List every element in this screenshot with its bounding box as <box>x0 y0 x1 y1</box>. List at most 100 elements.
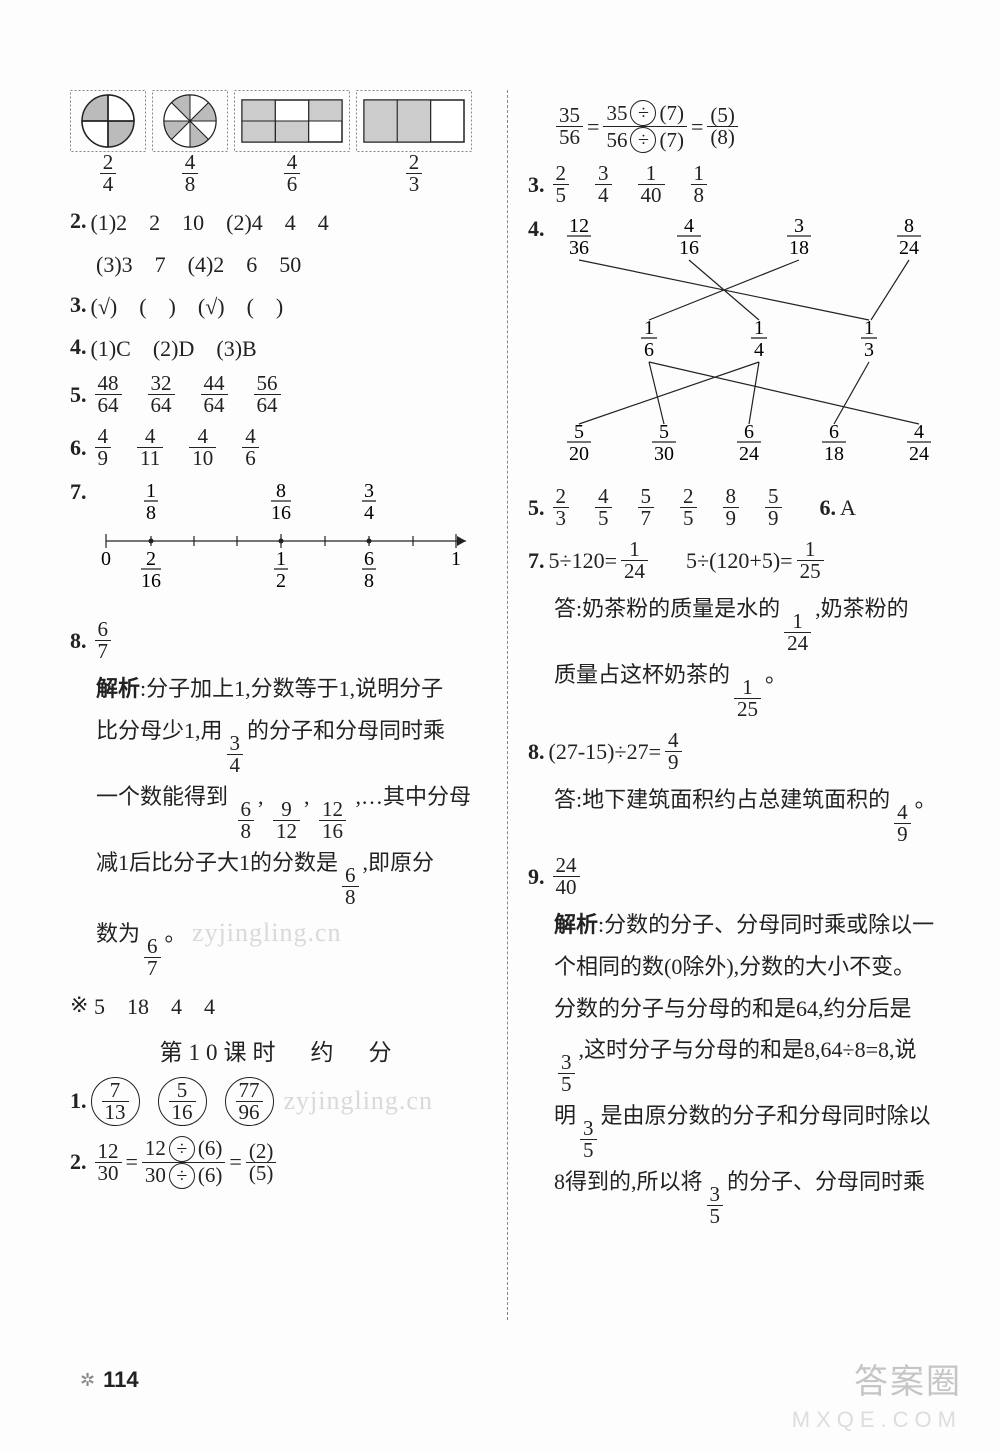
page: 24 48 <box>70 90 955 1320</box>
a-l3f0: 68 <box>238 799 255 842</box>
svg-text:1: 1 <box>864 317 874 339</box>
r2bt-op: ÷ <box>630 100 656 126</box>
shape-label-0: 24 <box>100 152 117 195</box>
r5-f4: 89 <box>723 486 740 529</box>
svg-text:6: 6 <box>364 548 374 570</box>
svg-text:8: 8 <box>146 502 156 524</box>
svg-text:1: 1 <box>451 548 461 570</box>
r9p6f: 35 <box>707 1184 724 1227</box>
l1-o0: 713 <box>91 1077 140 1126</box>
a-l1: 分子加上1,分数等于1,说明分子 <box>146 676 443 701</box>
r9p1: 分数的分子、分母同时乘或除以一 <box>604 912 934 937</box>
r8-ans: 答:地下建筑面积约占总建筑面积的49。 <box>528 779 955 845</box>
r2bb-b: (7) <box>659 130 684 151</box>
lesson-heading: 第10课时 约 分 <box>70 1033 487 1067</box>
star-line: ※ 5 18 4 4 <box>70 989 487 1021</box>
r2b: 3556 = 35÷(7) 56÷(7) = (5)(8) <box>528 100 955 153</box>
q8: 8. 67 <box>70 619 487 662</box>
q5-f3: 5664 <box>254 373 281 416</box>
star-text: 5 18 4 4 <box>94 989 215 1021</box>
l2-mt-op: ÷ <box>169 1136 195 1162</box>
l1-o1: 516 <box>158 1077 207 1126</box>
shape-label-1: 48 <box>182 152 199 195</box>
a-l2f: 34 <box>227 733 244 776</box>
r3-f1: 34 <box>595 163 612 206</box>
svg-text:8: 8 <box>276 480 286 502</box>
svg-text:24: 24 <box>899 237 919 259</box>
q6-f1: 411 <box>137 426 163 469</box>
shape-rect-three: 23 <box>356 90 472 195</box>
svg-text:1: 1 <box>146 480 156 502</box>
wm-inline-1: zyjingling.cn <box>192 918 341 947</box>
r5-f0: 23 <box>553 486 570 529</box>
r6-ans: A <box>840 495 856 521</box>
svg-text:3: 3 <box>364 480 374 502</box>
r9-num: 9. <box>528 864 545 890</box>
r3-f3: 18 <box>691 163 708 206</box>
r4: 4. 1236 416 318 824 16 14 13 520 530 624 <box>528 216 955 476</box>
q5-f2: 4464 <box>201 373 228 416</box>
q2-p0: (1)2 2 10 (2)4 4 4 <box>91 205 329 237</box>
q3-text: (√) ( ) (√) ( ) <box>91 289 284 321</box>
svg-text:4: 4 <box>684 216 694 237</box>
r9p5f: 35 <box>580 1118 597 1161</box>
right-column: 3556 = 35÷(7) 56÷(7) = (5)(8) 3. 25 34 1… <box>528 90 955 1320</box>
svg-text:4: 4 <box>364 502 374 524</box>
r3: 3. 25 34 140 18 <box>528 163 955 206</box>
svg-text:24: 24 <box>909 443 929 465</box>
r8-num: 8. <box>528 739 545 765</box>
l2-eq: = <box>126 1149 138 1175</box>
r8-ea: (27-15)÷27= <box>549 739 661 765</box>
l2-mb-a: 30 <box>145 1165 166 1186</box>
a-l5a: 数为 <box>96 921 140 946</box>
r8af: 49 <box>894 802 911 845</box>
svg-text:1: 1 <box>754 317 764 339</box>
q3: 3.(√) ( ) (√) ( ) <box>70 289 487 321</box>
q2-num: 2. <box>70 208 87 234</box>
svg-text:8: 8 <box>904 216 914 237</box>
a-l3b: ,…其中分母 <box>356 784 472 809</box>
shape-rect-six: 46 <box>234 90 350 195</box>
svg-text:8: 8 <box>364 570 374 592</box>
l1: 1. 713 516 7796 zyjingling.cn <box>70 1077 487 1126</box>
q5-num: 5. <box>70 382 87 408</box>
q8-frac: 67 <box>95 619 112 662</box>
q6: 6. 49 411 410 46 <box>70 426 487 469</box>
shape-circle-quarters: 24 <box>70 90 146 195</box>
l2-mb-op: ÷ <box>169 1163 195 1189</box>
q4-text: (1)C (2)D (3)B <box>91 331 257 363</box>
q4: 4.(1)C (2)D (3)B <box>70 331 487 363</box>
a-l5b: 。 <box>165 921 187 946</box>
r9-analysis: 解析:分数的分子、分母同时乘或除以一 个相同的数(0除外),分数的大小不变。 分… <box>528 904 955 1227</box>
q5: 5. 4864 3264 4464 5664 <box>70 373 487 416</box>
l2-mid: 12÷(6) 30÷(6) <box>142 1136 226 1189</box>
analysis: 解析:分子加上1,分数等于1,说明分子 比分母少1,用34的分子和分母同时乘 一… <box>70 668 487 979</box>
svg-text:3: 3 <box>864 339 874 361</box>
r9-label: 解析 <box>554 912 598 937</box>
a-l4f: 68 <box>342 865 359 908</box>
svg-text:3: 3 <box>794 216 804 237</box>
r5: 5. 23 45 57 25 89 59 6.A <box>528 486 955 529</box>
q2-line2: (3)3 7 (4)2 6 50 <box>70 247 487 279</box>
svg-text:36: 36 <box>569 237 589 259</box>
l1-num: 1. <box>70 1088 87 1114</box>
a-l3f1: 912 <box>273 799 300 842</box>
r2b-mid: 35÷(7) 56÷(7) <box>603 100 687 153</box>
r9p5a: 明 <box>554 1103 576 1128</box>
r7-e2f: 125 <box>797 539 824 582</box>
svg-text:16: 16 <box>141 570 161 592</box>
q7: 7. 18 816 34 <box>70 479 487 609</box>
page-footer: ✲ 114 <box>80 1367 139 1393</box>
svg-text:6: 6 <box>829 421 839 443</box>
r5-num: 5. <box>528 495 545 521</box>
r9p4b: ,这时分子与分母的和是8,64÷8=8,说 <box>579 1037 917 1062</box>
a-l5f: 67 <box>144 936 161 979</box>
svg-text:6: 6 <box>744 421 754 443</box>
r5-f5: 59 <box>765 486 782 529</box>
svg-text:16: 16 <box>679 237 699 259</box>
matching-diagram: 1236 416 318 824 16 14 13 520 530 624 61… <box>549 216 949 476</box>
col-divider <box>507 90 508 1320</box>
l2-mb-b: (6) <box>198 1165 223 1186</box>
wm-inline-2: zyjingling.cn <box>284 1086 433 1116</box>
q6-f0: 49 <box>95 426 112 469</box>
